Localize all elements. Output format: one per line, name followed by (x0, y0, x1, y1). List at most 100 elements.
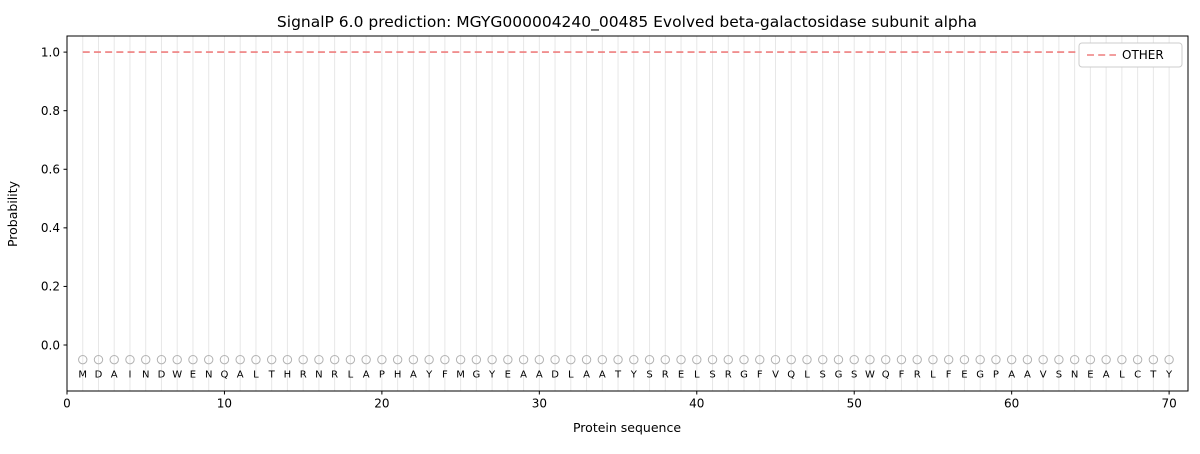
residue-letter: V (772, 370, 779, 381)
residue-marker-circle (1164, 354, 1174, 365)
residue-marker-circle (1117, 354, 1127, 365)
residue-marker-circle (1054, 354, 1064, 365)
residue-marker-circle (1148, 354, 1159, 365)
residue-marker-circle (329, 354, 340, 365)
residue-marker-circle (377, 354, 387, 365)
residue-letter: T (1149, 370, 1157, 381)
x-tick-label: 70 (1161, 397, 1176, 411)
residue-marker-circle (361, 354, 371, 365)
residue-letter: A (1103, 370, 1110, 381)
residue-marker-circle (676, 354, 686, 365)
residue-marker-circle (440, 354, 450, 365)
residue-letter: Q (221, 370, 229, 381)
residue-letter: W (172, 370, 182, 381)
residue-marker-circle (424, 354, 434, 365)
residue-marker-circle (1022, 354, 1033, 365)
residue-marker-circle (928, 354, 938, 365)
residue-marker-circle (707, 354, 718, 365)
x-tick-label: 50 (847, 397, 862, 411)
residue-marker-circle (345, 354, 356, 365)
residue-letter: F (757, 370, 763, 381)
residue-marker-circle (818, 354, 828, 365)
residue-marker-circle (959, 354, 970, 365)
residue-marker-circle (298, 354, 308, 365)
residue-marker-circle (78, 354, 88, 365)
residue-letter: E (190, 370, 196, 381)
y-tick-label: 0.2 (41, 280, 60, 294)
residue-marker-circle (235, 354, 245, 365)
residue-marker-circle (755, 354, 765, 365)
x-tick-label: 20 (374, 397, 389, 411)
residue-marker-circle (282, 354, 293, 365)
residue-letter: D (158, 370, 166, 381)
residue-letter: H (284, 370, 292, 381)
residue-letter: G (976, 370, 984, 381)
residue-letter: R (331, 370, 338, 381)
residue-letter: Q (787, 370, 795, 381)
residue-marker-circle (251, 354, 261, 365)
residue-letter: S (709, 370, 715, 381)
residue-marker-circle (912, 354, 922, 365)
residue-marker-circle (786, 354, 796, 365)
residue-letter: L (694, 370, 700, 381)
residue-letter: L (930, 370, 936, 381)
residue-letter: A (111, 370, 118, 381)
residue-letter: R (662, 370, 669, 381)
residue-letter: V (1040, 370, 1047, 381)
residue-letter: A (583, 370, 590, 381)
residue-letter: I (129, 370, 132, 381)
residue-letter: Y (425, 370, 433, 381)
residue-letter: R (914, 370, 921, 381)
residue-letter: N (1071, 370, 1078, 381)
residue-marker-circle (991, 354, 1001, 365)
residue-marker-circle (219, 354, 230, 365)
residue-letter: T (268, 370, 276, 381)
residue-letter: L (253, 370, 259, 381)
residue-gridlines (82, 36, 1170, 391)
residue-marker-circle (770, 354, 781, 365)
residue-marker-circle (597, 354, 608, 365)
residue-letter: C (1134, 370, 1141, 381)
residue-marker-circle (1069, 354, 1080, 365)
residue-letter: A (599, 370, 606, 381)
residue-marker-circle (188, 354, 198, 365)
residue-marker-circle (503, 354, 513, 365)
residue-letter: D (95, 370, 103, 381)
y-tick-label: 0.0 (41, 338, 60, 352)
legend: OTHER (1078, 42, 1183, 68)
residue-marker-circle (943, 354, 954, 365)
residue-letter: S (646, 370, 652, 381)
residue-marker-circle (849, 354, 859, 365)
residue-letter: L (804, 370, 810, 381)
residue-marker-circle (487, 354, 497, 365)
residue-marker-circle (93, 354, 104, 365)
residue-marker-circle (613, 354, 623, 365)
residue-letter: S (820, 370, 826, 381)
residue-letter: A (237, 370, 244, 381)
residue-letter: G (835, 370, 843, 381)
residue-letter: L (348, 370, 354, 381)
residue-marker-circle (314, 354, 324, 365)
residue-marker-circle (156, 354, 167, 365)
x-tick-label: 60 (1004, 397, 1019, 411)
residue-letter: F (899, 370, 905, 381)
y-tick-label: 0.4 (41, 221, 60, 235)
x-axis-label: Protein sequence (573, 420, 681, 435)
y-tick-label: 0.6 (41, 163, 60, 177)
residue-letter: P (993, 370, 999, 381)
residue-letter: A (1008, 370, 1015, 381)
residue-marker-circle (896, 354, 907, 365)
residue-marker-circle (172, 354, 182, 365)
residue-letter: E (1087, 370, 1093, 381)
residue-marker-circle (1038, 354, 1048, 365)
residue-marker-circle (739, 354, 749, 365)
residue-letter: M (456, 370, 465, 381)
residue-marker-circle (629, 354, 639, 365)
residue-letter: Y (630, 370, 638, 381)
residue-marker-circle (1085, 354, 1096, 365)
residue-marker-circle (455, 354, 466, 365)
residue-letter: A (410, 370, 417, 381)
